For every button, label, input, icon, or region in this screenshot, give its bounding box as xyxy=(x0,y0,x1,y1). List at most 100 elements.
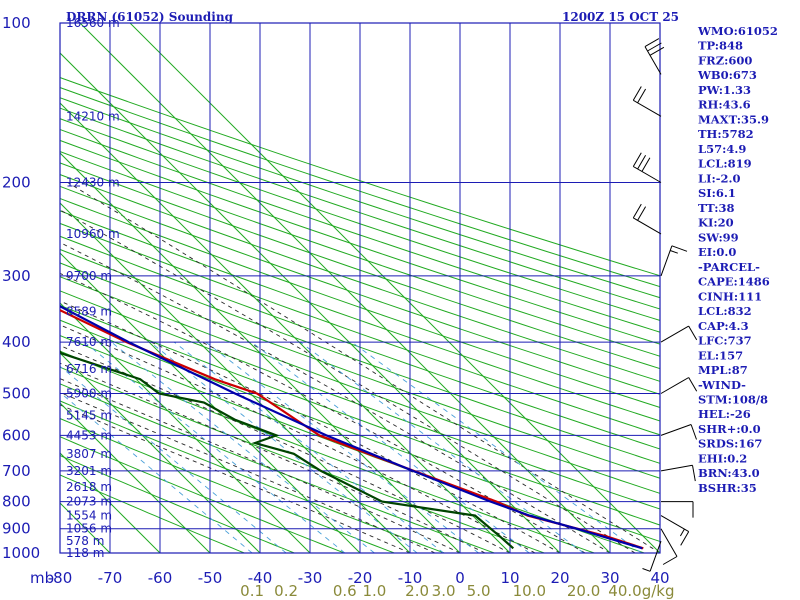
pressure-tick-label: 500 xyxy=(2,385,31,403)
temperature-tick-label: -10 xyxy=(398,569,423,587)
isotherm xyxy=(60,202,411,553)
stability-index: MPL:87 xyxy=(698,363,748,377)
temperature-tick-label: -30 xyxy=(298,569,323,587)
stability-index: L57:4.9 xyxy=(698,142,746,156)
isotherm xyxy=(60,302,311,553)
wind-barb-flag xyxy=(641,157,651,172)
wind-barb xyxy=(660,528,678,565)
height-label: 2073 m xyxy=(66,495,112,509)
dry-adiabat xyxy=(60,162,660,370)
temperature-tick-label: -40 xyxy=(248,569,273,587)
wind-barb xyxy=(660,377,698,394)
wind-barb-flag xyxy=(680,531,690,546)
dry-adiabat xyxy=(60,262,660,479)
temperature-tick-label: -20 xyxy=(348,569,373,587)
dry-adiabat xyxy=(60,474,245,553)
moist-adiabat xyxy=(60,241,611,553)
mixing-ratio-line xyxy=(351,341,642,553)
wind-barb-flag xyxy=(632,203,642,219)
dry-adiabat xyxy=(60,248,660,464)
station-title: DRRN (61052) Sounding xyxy=(66,10,234,24)
isotherm xyxy=(60,52,561,553)
stability-index: SHR+:0.0 xyxy=(698,422,761,436)
stability-index: SW:99 xyxy=(698,230,739,244)
wind-barb-staff xyxy=(660,424,692,436)
pressure-tick-label: 800 xyxy=(2,493,31,511)
dry-adiabat xyxy=(60,139,660,345)
stability-index: HEL:-26 xyxy=(698,407,751,421)
pressure-tick-label: 900 xyxy=(2,520,31,538)
temperature-tick-label: 0 xyxy=(455,569,465,587)
stability-index: KI:20 xyxy=(698,216,734,230)
temperature-tick-label: 20 xyxy=(550,569,569,587)
stability-index: CAP:4.3 xyxy=(698,319,749,333)
wind-barb-flag xyxy=(692,465,696,482)
wind-barb-staff xyxy=(660,245,673,277)
wind-barb-staff xyxy=(660,325,689,343)
height-label: 7610 m xyxy=(66,335,112,349)
mixing-ratio-line xyxy=(205,341,479,553)
sounding-datetime: 1200Z 15 OCT 25 xyxy=(562,10,679,24)
stability-index: -PARCEL- xyxy=(698,260,760,274)
dry-adiabat xyxy=(60,222,660,436)
mixing-ratio-label: 0.1 xyxy=(240,582,264,600)
dry-adiabat xyxy=(60,454,295,553)
isotherm xyxy=(60,252,361,553)
isotherm xyxy=(60,102,511,553)
mixing-ratio-label: 0.6 xyxy=(333,582,357,600)
temperature-tick-label: 40 xyxy=(650,569,669,587)
wind-barb xyxy=(632,203,662,235)
dry-adiabat xyxy=(60,77,660,277)
wind-barb xyxy=(644,38,665,75)
dry-adiabat xyxy=(60,107,660,310)
wind-barb-flag xyxy=(688,377,698,392)
wind-barb-half xyxy=(679,528,685,537)
stability-index: PW:1.33 xyxy=(698,83,751,97)
wind-barb xyxy=(660,515,690,546)
dry-adiabat xyxy=(60,383,495,553)
height-label: 14210 m xyxy=(66,109,120,123)
height-label: 4453 m xyxy=(66,428,112,442)
mixing-ratio-label: 2.0 xyxy=(405,582,429,600)
wind-barb-flag xyxy=(637,206,647,221)
plot-frame xyxy=(59,22,661,554)
dry-adiabat xyxy=(60,174,660,382)
wind-barb xyxy=(642,541,662,572)
stability-index: FRZ:600 xyxy=(698,54,752,68)
mixing-ratio-line xyxy=(251,341,530,553)
wind-barb xyxy=(660,325,698,343)
mixing-ratio-label: 40.0g/kg xyxy=(608,582,674,600)
dry-adiabat xyxy=(60,97,660,299)
dry-adiabat xyxy=(60,210,660,422)
stability-index: CINH:111 xyxy=(698,289,762,303)
wind-barb-flag xyxy=(662,556,678,565)
isotherm xyxy=(129,23,660,553)
wind-barb xyxy=(661,501,694,518)
height-label: 118 m xyxy=(66,546,104,560)
wind-barb-flag xyxy=(632,86,642,101)
wind-barb xyxy=(660,424,697,440)
sounding-series xyxy=(60,305,644,550)
wind-barb-flag xyxy=(637,88,647,104)
wind-barbs xyxy=(632,38,698,572)
isotherm xyxy=(79,23,611,553)
stability-index: LFC:737 xyxy=(698,334,752,348)
parcel-line xyxy=(60,305,643,550)
stability-index: BSHR:35 xyxy=(698,481,757,495)
temperature-tick-label: 10 xyxy=(500,569,519,587)
height-label: 12430 m xyxy=(66,176,120,190)
height-label: 9700 m xyxy=(66,269,112,283)
dry-adiabat xyxy=(60,436,345,553)
stability-index: MAXT:35.9 xyxy=(698,112,769,126)
stability-index: TP:848 xyxy=(698,39,743,53)
isotherm xyxy=(60,352,261,553)
mixing-ratio-label: 0.2 xyxy=(274,582,298,600)
wind-barb-staff xyxy=(660,528,678,557)
height-label: 578 m xyxy=(66,534,104,548)
wind-barb-flag xyxy=(690,424,697,440)
stability-index: LCL:832 xyxy=(698,304,752,318)
dry-adiabat xyxy=(60,304,660,526)
moist-adiabat xyxy=(60,345,511,553)
stability-index: TT:38 xyxy=(698,201,735,215)
